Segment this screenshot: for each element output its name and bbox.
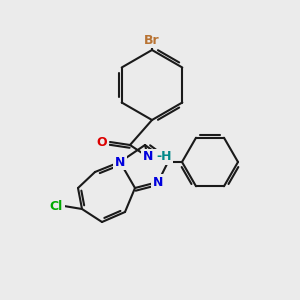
Text: Br: Br <box>144 34 160 46</box>
Text: -H: -H <box>156 151 172 164</box>
Text: Cl: Cl <box>50 200 63 212</box>
Text: N: N <box>143 151 153 164</box>
Text: N: N <box>115 155 125 169</box>
Text: O: O <box>97 136 107 148</box>
Text: N: N <box>153 176 163 188</box>
